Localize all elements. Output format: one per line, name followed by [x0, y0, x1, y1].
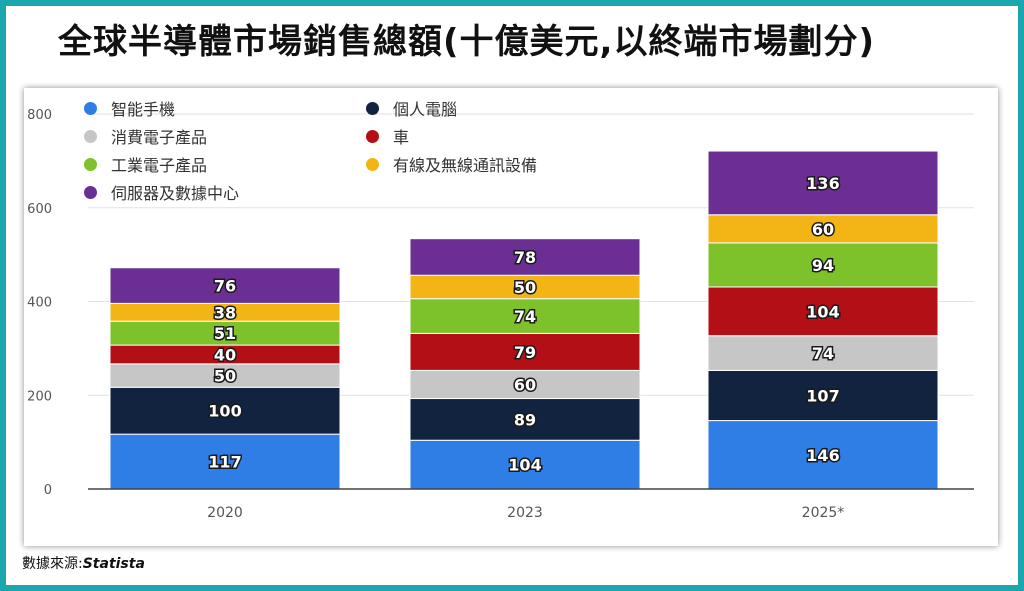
data-label: 40 — [214, 345, 236, 364]
bar-segment — [707, 150, 939, 216]
bar-segment — [109, 267, 341, 304]
legend-swatch — [84, 185, 97, 199]
bar-segment — [409, 439, 641, 490]
chart-legend: 智能手機 個人電腦消費電子產品 車工業電子產品 有線及無線通訊設備伺服器及數據中心 — [84, 96, 624, 206]
data-label: 136 — [806, 174, 839, 193]
x-tick-label: 2025* — [802, 505, 845, 521]
legend-swatch — [84, 101, 97, 115]
stacked-bar-chart: 0 200 400 600 800 117 100 50 40 51 38 76 2020 104 89 60… — [27, 108, 974, 521]
bar-segment — [109, 386, 341, 435]
bar-segment — [409, 238, 641, 276]
data-label: 38 — [214, 303, 236, 322]
legend-label: 工業電子產品 — [111, 156, 208, 175]
legend-swatch — [366, 157, 379, 171]
page-title: 全球半導體市場銷售總額(十億美元,以終端市場劃分) — [58, 22, 875, 62]
legend-label: 有線及無線通訊設備 — [393, 156, 538, 175]
source-name: Statista — [82, 556, 145, 572]
bar-segment — [707, 242, 939, 288]
bar-segment — [707, 369, 939, 422]
source-note: 數據來源:Statista — [22, 553, 145, 573]
legend-label: 車 — [393, 128, 410, 147]
data-label: 100 — [208, 402, 241, 421]
data-label: 104 — [508, 456, 541, 475]
data-label: 78 — [514, 248, 536, 267]
x-tick-label: 2020 — [207, 505, 243, 521]
data-label: 76 — [214, 277, 236, 296]
y-tick-label: 600 — [27, 202, 52, 217]
data-label: 60 — [514, 375, 536, 394]
data-label: 50 — [514, 278, 536, 297]
data-label: 117 — [208, 453, 241, 472]
legend-item: 車 — [366, 124, 409, 148]
data-label: 50 — [214, 367, 236, 386]
legend-label: 個人電腦 — [393, 100, 458, 119]
data-label: 104 — [806, 302, 839, 321]
data-label: 146 — [806, 446, 839, 465]
legend-item: 伺服器及數據中心 — [84, 180, 239, 204]
data-label: 94 — [812, 256, 834, 275]
y-tick-label: 0 — [44, 483, 52, 498]
bar-segment — [409, 369, 641, 400]
legend-item: 消費電子產品 — [84, 124, 207, 148]
source-label: 數據來源: — [22, 556, 83, 572]
legend-item: 有線及無線通訊設備 — [366, 152, 537, 176]
legend-item: 智能手機 — [84, 96, 175, 120]
data-label: 74 — [514, 307, 536, 326]
bar-segment — [109, 433, 341, 490]
data-label: 60 — [812, 220, 834, 239]
legend-swatch — [84, 157, 97, 171]
legend-item: 個人電腦 — [366, 96, 457, 120]
x-tick-label: 2023 — [507, 505, 543, 521]
legend-label: 智能手機 — [111, 100, 176, 119]
data-label: 74 — [812, 344, 834, 363]
data-label: 79 — [514, 343, 536, 362]
legend-item: 工業電子產品 — [84, 152, 207, 176]
data-label: 51 — [214, 324, 236, 343]
chart-panel: 0 200 400 600 800 117 100 50 40 51 38 76 2020 104 89 60… — [24, 88, 998, 546]
y-tick-label: 800 — [27, 108, 52, 123]
bar-segment — [409, 332, 641, 371]
bar-segment — [409, 298, 641, 334]
y-tick-label: 200 — [27, 389, 52, 404]
legend-swatch — [366, 101, 379, 115]
y-tick-label: 400 — [27, 296, 52, 311]
legend-label: 伺服器及數據中心 — [111, 184, 240, 203]
legend-label: 消費電子產品 — [111, 128, 208, 147]
legend-swatch — [366, 129, 379, 143]
legend-swatch — [84, 129, 97, 143]
data-label: 107 — [806, 386, 839, 405]
data-label: 89 — [514, 410, 536, 429]
